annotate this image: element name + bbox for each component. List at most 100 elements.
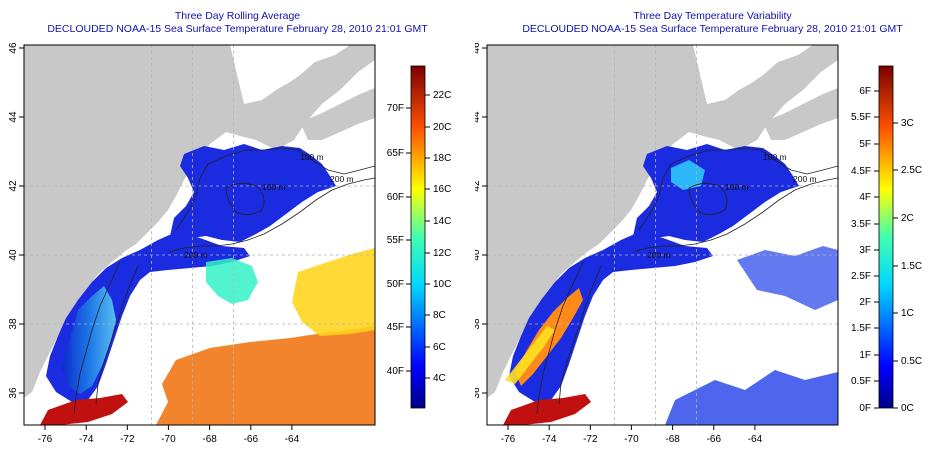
map-title: Three Day Rolling Average (174, 10, 301, 22)
nova-scotia-land (763, 88, 838, 140)
colorbar-c-label: 0C (901, 403, 914, 414)
y-tick-label: 36 (8, 387, 19, 399)
graticule (487, 45, 838, 425)
colorbar-c-label: 22C (433, 90, 451, 101)
contour-label: 200 m (647, 250, 671, 260)
x-tick-label: -72 (120, 434, 135, 445)
y-tick-label: 42 (8, 180, 19, 192)
x-tick-label: -66 (707, 434, 722, 445)
colorbar-ticks (406, 94, 430, 379)
y-tick-label: 46 (475, 42, 482, 54)
colorbar-c-label: 2.5C (901, 165, 922, 176)
sst-average-panel: Three Day Rolling Average DECLOUDED NOAA… (0, 10, 475, 445)
low-variability-scatter (665, 370, 838, 425)
colorbar-f-label: 0F (859, 403, 871, 414)
x-tick-label: -72 (583, 434, 598, 445)
colorbar-c-label: 12C (433, 248, 451, 259)
colorbar-c-label: 14C (433, 216, 451, 227)
colorbar-f-label: 0.5F (851, 376, 871, 387)
gulf-stream-yellow (292, 248, 375, 336)
long-island (561, 234, 603, 258)
colorbar-f-label: 1.5F (851, 323, 871, 334)
map-subtitle: DECLOUDED NOAA-15 Sea Surface Temperatur… (47, 23, 428, 35)
nova-scotia-land (300, 88, 375, 140)
colorbar-f-label: 45F (387, 322, 404, 333)
x-tick-label: -74 (79, 434, 94, 445)
x-tick-label: -70 (161, 434, 176, 445)
contour-label: 100 m (300, 152, 324, 162)
graticule (24, 45, 375, 425)
contour-label: 200 m (793, 174, 817, 184)
y-tick-label: 38 (8, 318, 19, 330)
title-block: Three Day Rolling Average DECLOUDED NOAA… (0, 10, 475, 36)
colorbar-f-label: 60F (387, 192, 404, 203)
x-tick-label: -76 (501, 434, 516, 445)
colorbar-f-label: 40F (387, 366, 404, 377)
colorbar-c-label: 8C (433, 310, 446, 321)
landmass (487, 45, 838, 398)
gulf-of-maine-cold-water (170, 144, 336, 244)
long-island (98, 234, 140, 258)
colorbar-c-label: 1.5C (901, 261, 922, 272)
high-variability-core (503, 394, 591, 425)
y-tick-label: 44 (475, 111, 482, 123)
colorbar-c-label: 0.5C (901, 356, 922, 367)
title-block: Three Day Temperature Variability DECLOU… (475, 10, 950, 36)
colorbar (878, 65, 894, 409)
y-tick-label: 36 (475, 387, 482, 399)
colorbar-f-label: 55F (387, 235, 404, 246)
colorbar-f-label: 3F (859, 245, 871, 256)
x-tick-label: -64 (748, 434, 763, 445)
y-tick-label: 46 (8, 42, 19, 54)
axis-ticks (19, 47, 293, 430)
y-tick-label: 42 (475, 180, 482, 192)
colorbar-f-label: 2.5F (851, 271, 871, 282)
gulf-stream-core-red (40, 394, 128, 425)
colorbar-f-label: 4F (859, 192, 871, 203)
y-tick-label: 38 (475, 318, 482, 330)
x-tick-label: -68 (665, 434, 680, 445)
colorbar-f-label: 3.5F (851, 219, 871, 230)
y-tick-label: 40 (8, 249, 19, 261)
colorbar (410, 65, 426, 409)
x-tick-label: -68 (202, 434, 217, 445)
colorbar-c-label: 2C (901, 213, 914, 224)
colorbar-f-label: 1F (859, 350, 871, 361)
colorbar-c-label: 4C (433, 373, 446, 384)
colorbar-c-label: 16C (433, 184, 451, 195)
x-tick-label: -74 (542, 434, 557, 445)
colorbar-f-label: 65F (387, 148, 404, 159)
high-variability-streak (505, 326, 555, 384)
map-subtitle: DECLOUDED NOAA-15 Sea Surface Temperatur… (522, 23, 903, 35)
low-variability-scatter (737, 246, 838, 310)
x-tick-label: -76 (38, 434, 53, 445)
y-tick-label: 40 (475, 249, 482, 261)
map-frame (23, 44, 376, 426)
landmass (24, 45, 375, 398)
contour-label: 200 m (330, 174, 354, 184)
slope-water-warm (206, 258, 258, 304)
x-tick-label: -70 (624, 434, 639, 445)
contour-label: 100 m (262, 182, 286, 192)
colorbar-f-label: 4.5F (851, 166, 871, 177)
x-tick-label: -64 (285, 434, 300, 445)
colorbar-ticks (874, 90, 898, 409)
contour-label: 100 m (763, 152, 787, 162)
map-canvas: 100 m 200 m 100 m 200 m -76 -74 -72 -70 … (8, 42, 451, 445)
colorbar-c-label: 6C (433, 342, 446, 353)
contour-label: 100 m (725, 182, 749, 192)
colorbar-c-label: 20C (433, 122, 451, 133)
sst-variability-panel: Three Day Temperature Variability DECLOU… (475, 0, 950, 475)
colorbar-c-label: 3C (901, 118, 914, 129)
colorbar-c-label: 1C (901, 308, 914, 319)
colorbar-f-label: 2F (859, 297, 871, 308)
colorbar-f-label: 5F (859, 139, 871, 150)
contour-label: 200 m (184, 250, 208, 260)
map-frame (486, 44, 839, 426)
gulf-stream-orange (156, 326, 375, 425)
axis-ticks (482, 47, 756, 430)
y-tick-label: 44 (8, 111, 19, 123)
map-title: Three Day Temperature Variability (633, 10, 792, 22)
colorbar-f-label: 70F (387, 103, 404, 114)
bathymetry-contours (536, 147, 838, 415)
